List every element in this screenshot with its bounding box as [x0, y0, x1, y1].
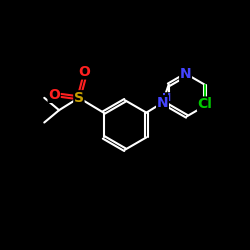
Text: S: S [74, 91, 84, 105]
Text: H: H [162, 93, 172, 103]
Text: N: N [200, 99, 212, 113]
Text: N: N [157, 96, 168, 110]
Text: O: O [78, 65, 90, 79]
Text: Cl: Cl [198, 97, 212, 111]
Text: N: N [180, 67, 192, 81]
Text: O: O [48, 88, 60, 102]
